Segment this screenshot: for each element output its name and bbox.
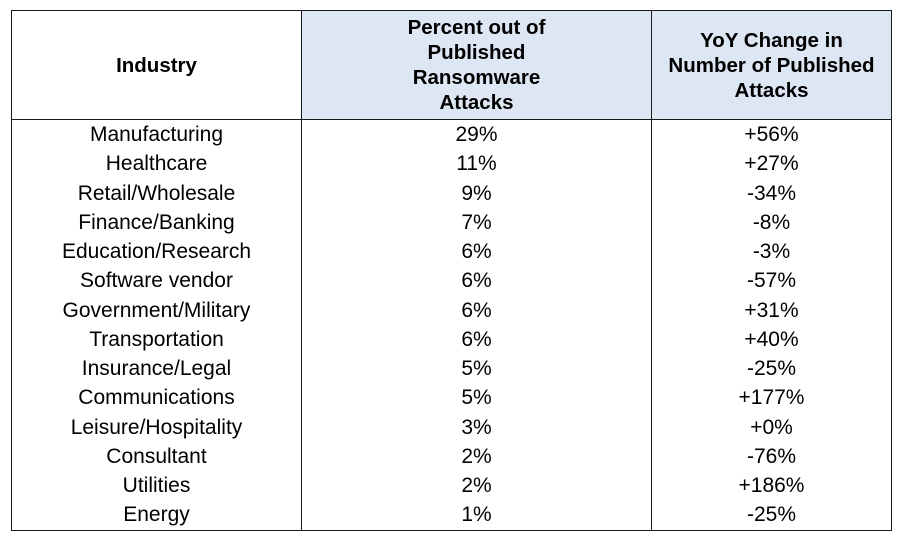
yoy-change-cell: +56% bbox=[651, 119, 892, 150]
ransomware-industry-table-container: Industry Percent out of Published Ransom… bbox=[11, 10, 892, 531]
industry-cell: Retail/Wholesale bbox=[11, 178, 302, 208]
percent-cell: 2% bbox=[301, 441, 652, 471]
industry-cell: Utilities bbox=[11, 471, 302, 501]
header-row: Industry Percent out of Published Ransom… bbox=[11, 10, 892, 120]
table-row: Software vendor 6% -57% bbox=[11, 266, 892, 296]
percent-cell: 6% bbox=[301, 266, 652, 296]
table-body: Manufacturing 29% +56% Healthcare 11% +27% Ret… bbox=[11, 119, 892, 531]
header-industry-label: Industry bbox=[116, 53, 197, 77]
percent-cell: 9% bbox=[301, 178, 652, 208]
percent-cell: 7% bbox=[301, 207, 652, 237]
table-row: Manufacturing 29% +56% bbox=[11, 119, 892, 150]
table-row: Consultant 2% -76% bbox=[11, 441, 892, 471]
yoy-change-cell: +27% bbox=[651, 149, 892, 179]
industry-cell: Energy bbox=[11, 500, 302, 531]
industry-cell: Healthcare bbox=[11, 149, 302, 179]
table-row: Transportation 6% +40% bbox=[11, 324, 892, 354]
table-row: Energy 1% -25% bbox=[11, 500, 892, 531]
table-row: Communications 5% +177% bbox=[11, 383, 892, 413]
industry-cell: Communications bbox=[11, 383, 302, 413]
table-row: Leisure/Hospitality 3% +0% bbox=[11, 412, 892, 442]
yoy-change-cell: -57% bbox=[651, 266, 892, 296]
header-yoy-change: YoY Change in Number of Published Attack… bbox=[651, 10, 892, 120]
header-industry: Industry bbox=[11, 10, 302, 120]
industry-cell: Software vendor bbox=[11, 266, 302, 296]
percent-cell: 11% bbox=[301, 149, 652, 179]
percent-cell: 5% bbox=[301, 383, 652, 413]
yoy-change-cell: +177% bbox=[651, 383, 892, 413]
yoy-change-cell: +0% bbox=[651, 412, 892, 442]
table-header: Industry Percent out of Published Ransom… bbox=[11, 10, 892, 120]
industry-cell: Finance/Banking bbox=[11, 207, 302, 237]
yoy-change-cell: -25% bbox=[651, 500, 892, 531]
yoy-change-cell: -25% bbox=[651, 354, 892, 384]
header-percent-label: Percent out of Published Ransomware Atta… bbox=[407, 16, 546, 114]
industry-cell: Government/Military bbox=[11, 295, 302, 325]
yoy-change-cell: +186% bbox=[651, 471, 892, 501]
industry-cell: Transportation bbox=[11, 324, 302, 354]
yoy-change-cell: +40% bbox=[651, 324, 892, 354]
industry-cell: Leisure/Hospitality bbox=[11, 412, 302, 442]
yoy-change-cell: -3% bbox=[651, 237, 892, 267]
yoy-change-cell: -8% bbox=[651, 207, 892, 237]
ransomware-industry-table: Industry Percent out of Published Ransom… bbox=[11, 10, 892, 531]
table-row: Education/Research 6% -3% bbox=[11, 237, 892, 267]
percent-cell: 5% bbox=[301, 354, 652, 384]
table-row: Retail/Wholesale 9% -34% bbox=[11, 178, 892, 208]
yoy-change-cell: +31% bbox=[651, 295, 892, 325]
table-row: Healthcare 11% +27% bbox=[11, 149, 892, 179]
yoy-change-cell: -34% bbox=[651, 178, 892, 208]
percent-cell: 3% bbox=[301, 412, 652, 442]
percent-cell: 2% bbox=[301, 471, 652, 501]
percent-cell: 1% bbox=[301, 500, 652, 531]
industry-cell: Manufacturing bbox=[11, 119, 302, 150]
table-row: Government/Military 6% +31% bbox=[11, 295, 892, 325]
header-yoy-change-label: YoY Change in Number of Published Attack… bbox=[668, 28, 875, 102]
percent-cell: 6% bbox=[301, 237, 652, 267]
table-row: Utilities 2% +186% bbox=[11, 471, 892, 501]
table-row: Insurance/Legal 5% -25% bbox=[11, 354, 892, 384]
header-percent: Percent out of Published Ransomware Atta… bbox=[301, 10, 652, 120]
industry-cell: Insurance/Legal bbox=[11, 354, 302, 384]
percent-cell: 6% bbox=[301, 295, 652, 325]
industry-cell: Consultant bbox=[11, 441, 302, 471]
industry-cell: Education/Research bbox=[11, 237, 302, 267]
table-row: Finance/Banking 7% -8% bbox=[11, 207, 892, 237]
percent-cell: 29% bbox=[301, 119, 652, 150]
yoy-change-cell: -76% bbox=[651, 441, 892, 471]
percent-cell: 6% bbox=[301, 324, 652, 354]
